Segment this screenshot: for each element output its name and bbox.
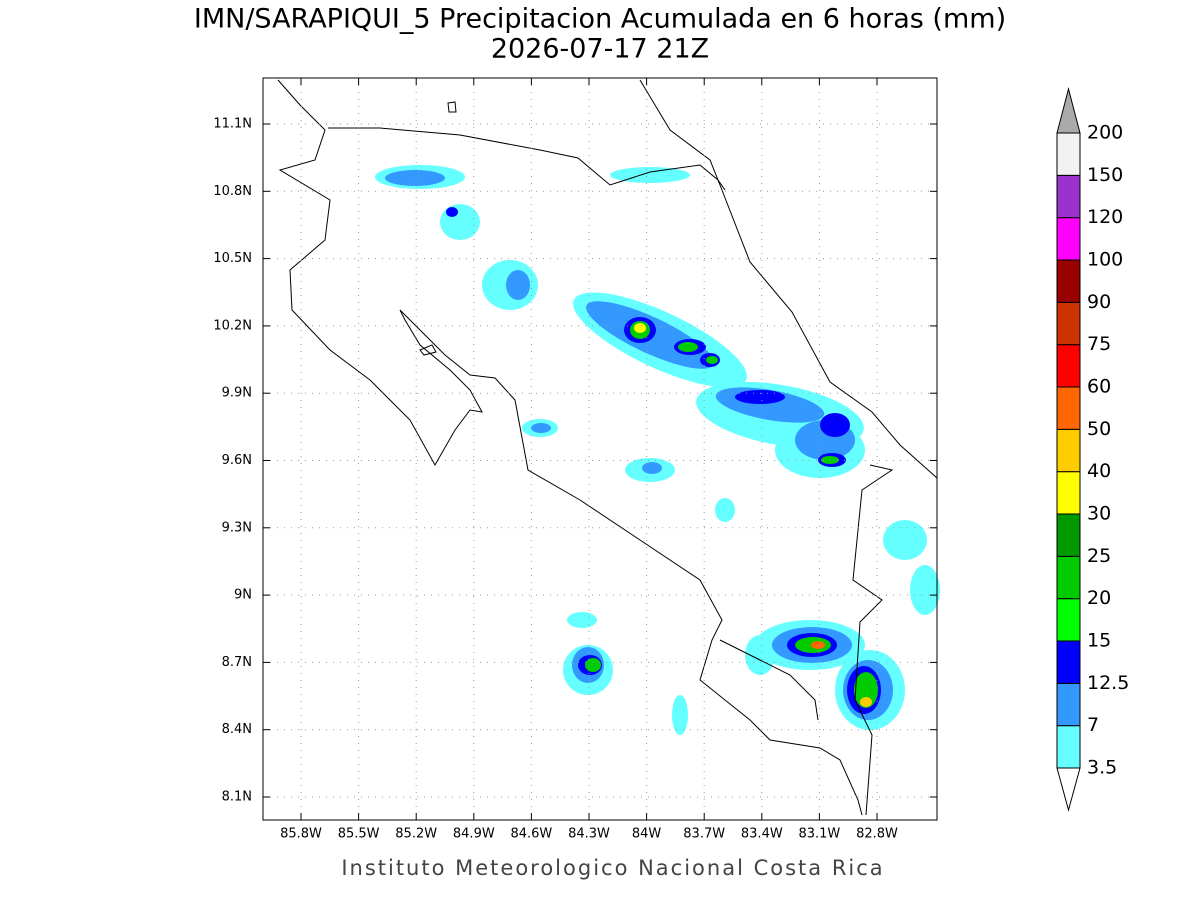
- colorbar-label: 15: [1087, 630, 1111, 652]
- colorbar-label: 60: [1087, 376, 1111, 398]
- colorbar: 3.5 7 12.5 15 20 25 30 40 50 60 75 90 100 120 150 200: [1056, 87, 1129, 812]
- lat-label: 10.2N: [213, 318, 252, 333]
- colorbar-segment: [1056, 640, 1081, 684]
- colorbar-label: 3.5: [1087, 757, 1117, 779]
- colorbar-segment: [1056, 471, 1081, 515]
- footer: Instituto Meteorologico Nacional Costa R…: [341, 856, 884, 880]
- colorbar-segment: [1056, 217, 1081, 261]
- lon-label: 83.7W: [683, 827, 725, 842]
- colorbar-segment: [1056, 555, 1081, 600]
- colorbar-label: 150: [1087, 164, 1123, 186]
- lat-label: 9N: [234, 588, 252, 603]
- lon-label: 85.8W: [280, 827, 322, 842]
- colorbar-label: 7: [1087, 714, 1099, 736]
- lon-label: 83.1W: [798, 827, 840, 842]
- lat-label: 9.6N: [222, 453, 252, 468]
- colorbar-label: 90: [1087, 291, 1111, 313]
- colorbar-label: 20: [1087, 587, 1111, 609]
- colorbar-label: 200: [1087, 122, 1123, 144]
- subtitle: 2026-07-17 21Z: [491, 34, 709, 65]
- colorbar-label: 75: [1087, 333, 1111, 355]
- lon-label: 83.4W: [741, 827, 783, 842]
- colorbar-segment: [1056, 386, 1081, 430]
- colorbar-label: 30: [1087, 503, 1111, 525]
- lat-label: 9.9N: [222, 386, 252, 401]
- colorbar-segment: [1056, 259, 1081, 303]
- lon-label: 84.6W: [510, 827, 552, 842]
- lat-label: 8.1N: [222, 790, 252, 805]
- colorbar-segment: [1056, 513, 1081, 557]
- lon-label: 82.8W: [856, 827, 898, 842]
- lat-label: 8.4N: [222, 722, 252, 737]
- colorbar-label: 120: [1087, 206, 1123, 228]
- colorbar-label: 100: [1087, 249, 1123, 271]
- colorbar-label: 25: [1087, 545, 1111, 567]
- colorbar-above: [1056, 87, 1081, 134]
- colorbar-below: [1056, 767, 1081, 812]
- grid: 11.1N 10.8N 10.5N 10.2N 9.9N 9.6N 9.3N 9N 8.7N 8.…: [213, 78, 937, 842]
- colorbar-segment: [1056, 344, 1081, 388]
- lat-label: 9.3N: [222, 520, 252, 535]
- colorbar-label: 12.5: [1087, 672, 1129, 694]
- lat-label: 11.1N: [213, 117, 252, 132]
- colorbar-label: 40: [1087, 460, 1111, 482]
- lon-label: 85.5W: [338, 827, 380, 842]
- colorbar-segment: [1056, 725, 1081, 769]
- lon-label: 85.2W: [395, 827, 437, 842]
- colorbar-segment: [1056, 428, 1081, 473]
- precipitation: [375, 165, 940, 735]
- lon-label: 84W: [632, 827, 662, 842]
- colorbar-label: 50: [1087, 418, 1111, 440]
- lat-label: 10.5N: [213, 251, 252, 266]
- map-frame: [262, 77, 938, 821]
- lon-label: 84.3W: [568, 827, 610, 842]
- colorbar-segment: [1056, 682, 1081, 727]
- lon-label: 84.9W: [453, 827, 495, 842]
- colorbar-segment: [1056, 301, 1081, 346]
- colorbar-segment: [1056, 174, 1081, 219]
- lat-label: 8.7N: [222, 655, 252, 670]
- lat-label: 10.8N: [213, 184, 252, 199]
- colorbar-segment: [1056, 132, 1081, 176]
- title: IMN/SARAPIQUI_5 Precipitacion Acumulada …: [194, 4, 1006, 35]
- colorbar-segment: [1056, 598, 1081, 642]
